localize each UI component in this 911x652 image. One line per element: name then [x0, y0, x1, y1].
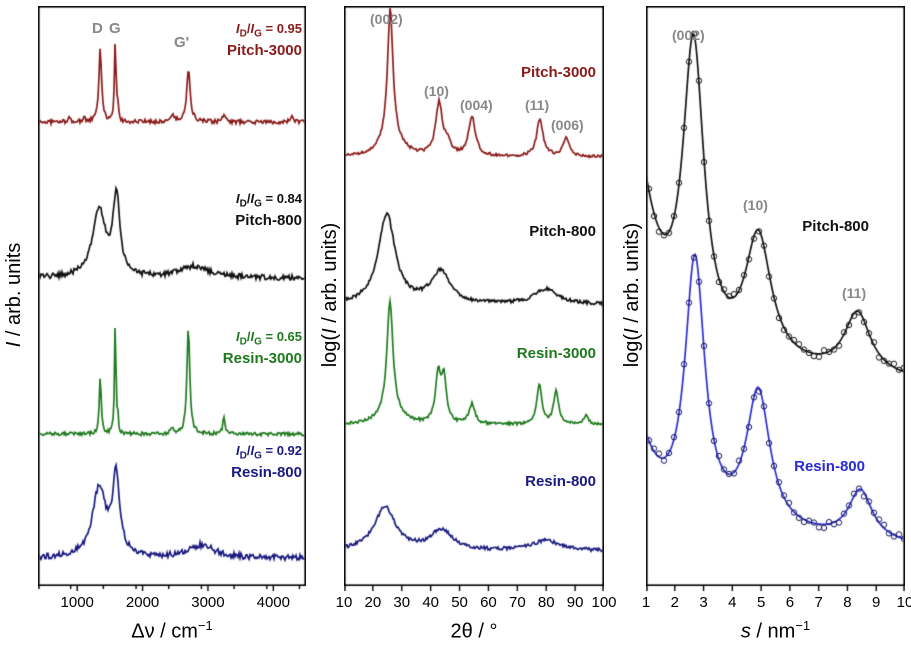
id-ig-ratio-resin-3000: ID/IG = 0.65	[235, 329, 302, 348]
panel-raman: D G G' ID/IG = 0.95 Pitch-3000 ID/IG = 0…	[38, 6, 306, 620]
x-tick-label: 80	[537, 594, 555, 611]
x-tick-label: 3	[699, 594, 708, 611]
trace-label-resin-800: Resin-800	[794, 458, 865, 475]
x-tick-label: 8	[843, 594, 852, 611]
trace-label-resin-800: Resin-800	[231, 464, 302, 481]
id-ig-ratio-pitch-3000: ID/IG = 0.95	[235, 21, 302, 40]
scattering-x-axis-label: s / nm−1	[740, 618, 811, 643]
trace-label-resin-3000: Resin-3000	[516, 345, 596, 362]
trace-label-pitch-800: Pitch-800	[529, 223, 596, 240]
x-tick-label: 30	[393, 594, 411, 611]
x-tick-label: 90	[566, 594, 584, 611]
peak-label-d: D	[92, 20, 103, 37]
x-tick-label: 4000	[256, 594, 290, 611]
x-tick-label: 7	[814, 594, 823, 611]
x-tick-label: 9	[872, 594, 881, 611]
raman-x-axis-label: Δν / cm−1	[131, 618, 213, 643]
trace-label-pitch-3000: Pitch-3000	[226, 42, 302, 59]
x-tick-label: 2	[670, 594, 679, 611]
x-tick-label: 70	[508, 594, 526, 611]
x-tick-label: 40	[422, 594, 439, 611]
x-tick-label: 100	[591, 594, 617, 611]
x-tick-label: 10	[335, 594, 353, 611]
trace-label-resin-3000: Resin-3000	[222, 350, 302, 367]
reflection-label-002: (002)	[672, 27, 705, 43]
peak-label-g: G	[109, 20, 121, 37]
panel-scattering: (002) (10) (11) Pitch-800 Resin-800 1 2 3 4…	[642, 6, 911, 620]
raman-plot-canvas	[38, 6, 306, 598]
reflection-label-10: (10)	[743, 197, 768, 213]
x-tick-label: 5	[756, 594, 766, 611]
scattering-y-axis-label: log(I / arb. units)	[621, 222, 643, 368]
trace-label-pitch-800: Pitch-800	[802, 218, 869, 235]
x-tick-label: 2000	[125, 594, 160, 611]
reflection-label-006: (006)	[551, 117, 584, 133]
reflection-label-11: (11)	[525, 97, 550, 113]
id-ig-ratio-pitch-800: ID/IG = 0.84	[235, 191, 302, 210]
id-ig-ratio-resin-800: ID/IG = 0.92	[235, 443, 302, 462]
trace-label-pitch-800: Pitch-800	[235, 212, 302, 229]
peak-label-gprime: G'	[174, 34, 190, 51]
reflection-label-11: (11)	[842, 285, 867, 301]
x-tick-label: 10	[896, 594, 911, 611]
raman-y-axis-label: I / arb. units	[3, 242, 25, 348]
reflection-label-002: (002)	[370, 11, 403, 27]
xrd-y-axis-label: log(I / arb. units)	[319, 222, 341, 368]
panel-xrd: (002) (10) (004) (11) (006) Pitch-3000 P…	[336, 6, 617, 620]
reflection-label-004: (004)	[460, 97, 493, 113]
x-tick-label: 50	[451, 594, 468, 611]
xrd-x-axis-label: 2θ / °	[450, 620, 498, 643]
x-tick-label: 6	[785, 594, 795, 611]
scattering-plot-canvas	[646, 6, 905, 598]
trace-label-resin-800: Resin-800	[525, 473, 596, 490]
trace-label-pitch-3000: Pitch-3000	[520, 64, 596, 81]
reflection-label-10: (10)	[424, 83, 449, 99]
x-tick-label: 4	[728, 594, 737, 611]
x-tick-label: 20	[364, 594, 382, 611]
xrd-plot-canvas	[344, 6, 604, 598]
x-tick-label: 1	[641, 594, 651, 611]
x-tick-label: 1000	[60, 594, 94, 611]
x-tick-label: 60	[480, 594, 497, 611]
x-tick-label: 3000	[191, 594, 225, 611]
